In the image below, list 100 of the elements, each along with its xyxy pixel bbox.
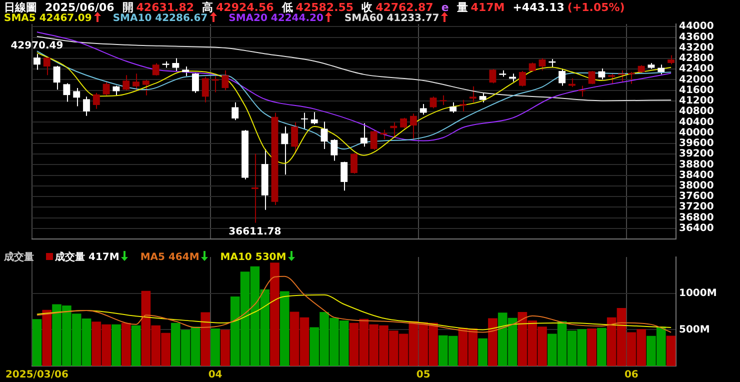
candlestick — [63, 82, 70, 102]
legend-label: 成交量 417M — [55, 252, 120, 263]
candlestick — [291, 122, 298, 154]
bar — [210, 328, 220, 366]
candlestick — [489, 68, 496, 84]
text: SMA60 41233.77 — [344, 13, 440, 24]
candlestick — [330, 138, 338, 162]
text: SMA5 42467.09 — [4, 13, 92, 24]
y-tick-label: 43600 — [679, 32, 714, 43]
bar — [42, 310, 52, 366]
candlestick — [172, 58, 180, 72]
candlestick — [479, 92, 486, 103]
y-tick-label: 44000 — [679, 21, 714, 32]
candlestick — [251, 153, 258, 224]
candlestick — [92, 92, 100, 110]
candlestick — [122, 74, 130, 91]
candlestick — [152, 62, 160, 76]
bar — [121, 322, 131, 366]
candlestick — [320, 121, 328, 150]
y-tick-label: 42000 — [679, 74, 714, 86]
candlestick — [598, 68, 606, 80]
y-tick-label: 1000M — [679, 288, 717, 299]
x-tick-label: 2025/03/06 — [5, 370, 68, 381]
candlestick — [232, 102, 239, 121]
candlestick — [588, 70, 596, 85]
y-tick-label: 39200 — [679, 148, 714, 160]
candlestick — [460, 99, 466, 112]
text: 低 42582.55 — [282, 1, 354, 14]
y-tick-label: 42800 — [679, 53, 714, 64]
y-tick-label: 43200 — [679, 42, 714, 54]
text: MA10 530M — [220, 252, 286, 263]
chart-subtitle: 2025/06/06 — [45, 1, 114, 14]
candlestick — [310, 112, 318, 125]
text: 高 42924.56 — [202, 1, 274, 14]
candlestick — [420, 104, 427, 116]
bar — [270, 262, 280, 366]
candlestick — [83, 96, 90, 116]
y-tick-label: 41600 — [679, 84, 714, 96]
candlestick — [43, 56, 50, 76]
candlestick — [360, 122, 368, 148]
text: e — [441, 1, 449, 14]
y-tick-label: 38000 — [679, 180, 714, 192]
text: SMA10 42286.67 — [112, 13, 208, 24]
text: +443.13 (+1.05%) — [512, 1, 625, 14]
candlestick — [300, 112, 308, 130]
annotation: 36611.78 — [228, 226, 282, 238]
bar — [280, 291, 290, 366]
candlestick — [668, 54, 675, 65]
bar — [112, 324, 121, 366]
bar — [200, 312, 210, 366]
text: 開 42631.82 — [122, 1, 194, 14]
candlestick — [440, 94, 447, 106]
candlestick — [281, 126, 288, 176]
candlestick — [202, 76, 209, 103]
y-tick-label: 36800 — [679, 212, 714, 224]
y-tick-label: 40800 — [679, 106, 714, 118]
candlestick — [400, 117, 408, 129]
text: 量 417M — [456, 1, 505, 14]
bar — [587, 328, 596, 366]
candlestick — [73, 88, 80, 107]
line-series — [36, 276, 672, 333]
y-tick-label: 38800 — [679, 159, 714, 170]
x-tick-label: 06 — [624, 370, 638, 381]
text: SMA20 42244.20 — [228, 13, 324, 24]
candlestick — [182, 66, 190, 77]
y-tick-label: 37200 — [679, 202, 714, 213]
candlestick — [192, 72, 199, 94]
candlestick — [430, 96, 437, 109]
bar — [131, 325, 141, 366]
y-tick-label: 38400 — [679, 170, 714, 181]
candlestick — [450, 102, 457, 114]
candlestick — [578, 85, 586, 98]
y-tick-label: 500M — [679, 324, 710, 336]
y-tick-label: 36400 — [679, 222, 714, 234]
bar — [597, 328, 606, 366]
bar — [220, 330, 230, 366]
candlestick — [53, 65, 60, 90]
candlestick — [658, 64, 665, 75]
text: 收 42762.87 — [362, 1, 434, 14]
text: MA5 464M — [140, 252, 200, 263]
bar — [32, 319, 42, 366]
candlestick — [469, 86, 476, 103]
candlestick — [618, 70, 625, 82]
candlestick — [350, 152, 358, 174]
candlestick — [608, 73, 616, 84]
line-series — [36, 294, 672, 330]
bar — [478, 338, 488, 366]
candlestick — [102, 81, 110, 96]
candlestick — [410, 113, 417, 140]
y-tick-label: 39600 — [679, 138, 714, 150]
candlestick — [558, 68, 566, 86]
candlestick — [538, 58, 546, 71]
candlestick — [142, 80, 150, 96]
chart-title: 日線圖 — [4, 1, 37, 14]
x-tick-label: 05 — [416, 370, 430, 381]
y-tick-label: 37600 — [679, 191, 714, 202]
candlestick — [132, 73, 140, 91]
y-tick-label: 40400 — [679, 116, 714, 128]
candlestick — [370, 129, 378, 150]
candlestick — [112, 85, 120, 96]
